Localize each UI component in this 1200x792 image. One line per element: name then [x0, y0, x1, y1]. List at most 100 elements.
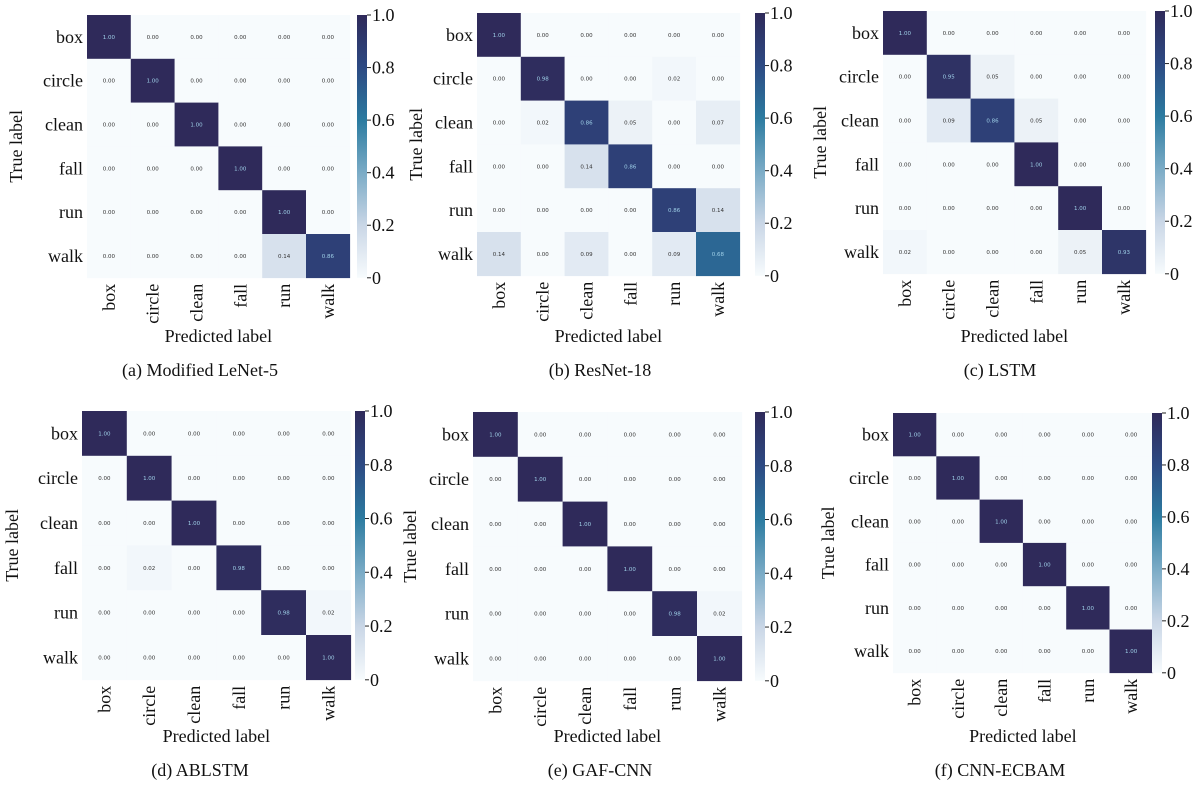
heatmap-chart-c: 1.00 0.00 0.00 0.00 0.00 0.000.00 0.95 0.05 0.00… [810, 1, 1193, 346]
cell-value-label: 0.05 [624, 121, 637, 127]
cell-value-label: 0.00 [103, 210, 116, 216]
cell-value-label: 0.00 [147, 210, 160, 216]
heatmap-cell [126, 500, 172, 546]
heatmap-cell [126, 590, 172, 636]
heatmap-cell [477, 144, 522, 189]
x-tick-label: circle [139, 686, 159, 726]
heatmap-cell [126, 411, 172, 457]
colorbar-tick-label: 0.8 [770, 456, 793, 476]
heatmap-cell [1058, 230, 1103, 275]
heatmap-cell [696, 232, 741, 277]
y-tick-label: run [59, 202, 83, 222]
heatmap-cell [607, 412, 653, 458]
heatmap-cell [697, 636, 743, 682]
cell-value-label: 0.00 [579, 567, 592, 573]
heatmap-cell [218, 102, 263, 147]
heatmap-cell [564, 100, 609, 145]
heatmap-cell [652, 232, 697, 277]
y-tick-label: box [446, 25, 473, 45]
heatmap-chart-b: 1.00 0.00 0.00 0.00 0.00 0.000.00 0.98 0.00 0.00… [406, 3, 793, 346]
heatmap-cell [1022, 413, 1067, 457]
x-tick-label: circle [530, 687, 550, 727]
cell-value-label: 0.98 [668, 612, 681, 618]
cell-value-label: 0.00 [322, 566, 335, 572]
heatmap-cell [562, 591, 608, 637]
y-tick-label: clean [435, 113, 473, 133]
colorbar-tick-label: 0.4 [372, 163, 395, 183]
heatmap-cell [477, 232, 522, 277]
confusion-matrix-panel-b: 1.00 0.00 0.00 0.00 0.00 0.00 0.00 0.98 0.00 0.00… [400, 0, 800, 396]
heatmap-cell [883, 142, 928, 187]
cell-value-label: 0.00 [489, 522, 502, 528]
heatmap-cell [126, 455, 172, 501]
cell-value-label: 0.86 [624, 164, 637, 170]
cell-value-label: 0.86 [986, 119, 999, 125]
heatmap-cell [562, 501, 608, 547]
colorbar-tick-label: 1.0 [372, 5, 395, 25]
colorbar-tick-label: 0 [770, 671, 779, 691]
heatmap-cell [1066, 499, 1110, 544]
cell-value-label: 0.00 [579, 612, 592, 618]
cell-value-label: 0.02 [143, 566, 155, 572]
colorbar-tick-label: 0.2 [1170, 211, 1193, 231]
heatmap-cell [87, 234, 132, 279]
heatmap-cell [218, 234, 263, 279]
heatmap-cell [262, 15, 307, 60]
heatmap-cell [1102, 142, 1147, 187]
y-tick-label: circle [839, 67, 879, 87]
colorbar-tick-label: 0.2 [1167, 611, 1190, 631]
heatmap-cell [520, 188, 565, 233]
colorbar-tick-label: 0.6 [1167, 507, 1190, 527]
cell-value-label: 1.00 [234, 166, 247, 172]
heatmap-cell [520, 56, 565, 101]
heatmap-cell [1102, 186, 1147, 231]
colorbar [357, 15, 367, 278]
heatmap-cell [883, 54, 928, 99]
panel-caption-a: (a) Modified LeNet-5 [122, 360, 278, 380]
cell-value-label: 0.00 [98, 476, 111, 482]
heatmap-cell [130, 102, 175, 147]
cell-value-label: 0.00 [624, 432, 637, 438]
cell-value-label: 0.00 [278, 123, 291, 129]
heatmap-cell [261, 411, 307, 457]
heatmap-cell [130, 58, 175, 103]
heatmap-cell [473, 501, 519, 547]
heatmap-cell [306, 455, 352, 501]
cell-value-label: 0.00 [952, 433, 965, 439]
y-tick-label: clean [45, 115, 83, 135]
heatmap-cell [608, 100, 653, 145]
cell-value-label: 0.00 [534, 612, 547, 618]
cell-value-label: 0.00 [909, 649, 922, 655]
cell-value-label: 0.00 [995, 563, 1008, 569]
cell-value-label: 0.95 [943, 75, 956, 81]
cell-value-label: 0.98 [277, 611, 290, 617]
cell-value-label: 0.00 [1082, 519, 1095, 525]
cell-value-label: 0.14 [580, 164, 593, 170]
heatmap-cell [893, 542, 937, 587]
heatmap-cell [520, 232, 565, 277]
heatmap-cell [1102, 230, 1147, 275]
heatmap-cell [652, 188, 697, 233]
cell-value-label: 1.00 [899, 31, 912, 37]
heatmap-cell [174, 146, 219, 191]
cell-value-label: 0.86 [668, 208, 681, 214]
x-tick-label: fall [1035, 679, 1055, 703]
heatmap-cell [87, 15, 132, 60]
heatmap-cell [1066, 629, 1110, 674]
cell-value-label: 0.00 [322, 476, 335, 482]
cell-value-label: 0.00 [147, 166, 160, 172]
cell-value-label: 0.00 [322, 35, 335, 41]
cell-value-label: 0.00 [234, 79, 247, 85]
cell-value-label: 0.02 [713, 612, 725, 618]
heatmap-cell [652, 144, 697, 189]
cell-value-label: 0.00 [277, 566, 290, 572]
heatmap-cell [171, 635, 217, 681]
heatmap-cell [926, 230, 971, 275]
heatmap-cell [261, 500, 307, 546]
heatmap-cell [652, 591, 698, 637]
cell-value-label: 0.00 [147, 35, 160, 41]
cell-value-label: 0.00 [98, 566, 111, 572]
cell-value-label: 0.00 [1118, 206, 1131, 212]
cell-value-label: 1.00 [103, 35, 116, 41]
heatmap-cell [306, 590, 352, 636]
